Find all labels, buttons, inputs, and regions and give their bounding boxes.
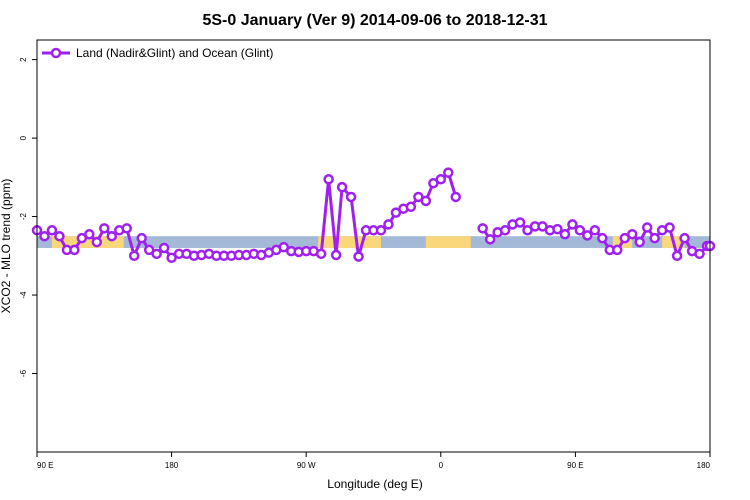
data-point: [405, 201, 417, 213]
y-tick-label: -6: [19, 369, 28, 377]
data-point: [69, 244, 80, 256]
data-point: [671, 250, 683, 262]
data-point: [345, 191, 357, 203]
data-point: [128, 250, 140, 262]
x-tick-label: 180: [165, 461, 179, 470]
data-point: [383, 219, 394, 230]
data-point: [597, 232, 608, 244]
y-tick-label: 0: [19, 135, 28, 140]
data-point: [99, 223, 110, 234]
data-point: [121, 223, 132, 234]
data-point: [567, 219, 578, 230]
data-point: [323, 174, 334, 185]
data-point: [582, 230, 593, 241]
data-point: [694, 248, 705, 260]
x-axis-ticks: 90 E 180 90 W 0 90 E 180: [36, 452, 711, 470]
plot-frame: [36, 39, 711, 453]
data-point: [91, 236, 103, 248]
data-point: [443, 167, 454, 178]
x-axis-label: Longitude (deg E): [327, 477, 422, 491]
data-point: [158, 242, 170, 254]
y-tick-label: -4: [19, 291, 28, 299]
data-point: [435, 174, 447, 185]
data-point: [46, 225, 58, 236]
y-tick-label: 2: [19, 57, 28, 62]
land-band: [425, 236, 471, 248]
data-point: [353, 251, 364, 262]
y-tick-label: -2: [19, 212, 28, 220]
legend-label: Land (Nadir&Glint) and Ocean (Glint): [76, 46, 273, 60]
data-point: [136, 232, 147, 244]
data-point: [514, 217, 526, 228]
legend-marker: [50, 47, 62, 59]
data-point: [84, 228, 95, 240]
data-point: [450, 191, 462, 203]
data-point: [39, 230, 50, 242]
data-point: [477, 223, 488, 234]
land-band: [318, 236, 381, 248]
data-point: [574, 225, 586, 236]
data-point: [336, 181, 348, 193]
data-point: [664, 222, 675, 233]
data-point: [552, 223, 563, 235]
chart-title: 5S-0 January (Ver 9) 2014-09-06 to 2018-…: [202, 12, 547, 29]
data-point: [484, 234, 496, 245]
data-point: [679, 232, 690, 244]
data-point: [315, 248, 327, 260]
series-layer: [31, 167, 716, 264]
data-point: [151, 248, 162, 260]
x-tick-label: 180: [697, 461, 711, 470]
land-band: [51, 236, 124, 248]
data-point: [626, 228, 638, 240]
x-tick-label: 90 E: [37, 461, 53, 470]
y-axis-label: XCO2 - MLO trend (ppm): [0, 179, 13, 314]
data-point: [375, 225, 387, 236]
data-point: [420, 195, 432, 207]
x-tick-label: 90 E: [567, 461, 583, 470]
x-tick-label: 0: [439, 461, 444, 470]
data-point: [330, 249, 342, 261]
data-point: [559, 228, 571, 240]
legend: Land (Nadir&Glint) and Ocean (Glint): [42, 46, 273, 60]
data-point: [499, 225, 511, 236]
x-tick-label: 90 W: [297, 461, 316, 470]
data-point: [641, 222, 653, 233]
data-point: [589, 225, 601, 236]
data-point: [106, 230, 118, 242]
data-point: [612, 244, 623, 256]
data-point: [634, 236, 645, 248]
data-point: [649, 232, 660, 244]
y-axis-ticks: 2 0 -2 -4 -6: [19, 57, 37, 377]
data-point: [54, 230, 65, 242]
